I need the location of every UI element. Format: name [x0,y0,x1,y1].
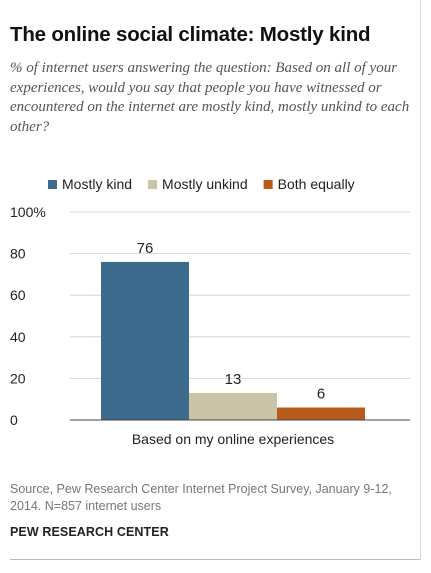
data-label-1: 13 [225,371,242,388]
right-rule [420,0,421,560]
bar-0 [101,261,189,420]
organization-name: PEW RESEARCH CENTER [10,525,169,539]
chart-subtitle: % of internet users answering the questi… [10,60,410,135]
y-tick-label-1: 20 [10,370,26,386]
bottom-rule [10,559,420,560]
bar-1 [189,392,277,420]
legend-label-1: Mostly unkind [162,176,248,192]
legend-swatch-1 [148,180,158,189]
y-tick-label-3: 60 [10,287,26,303]
legend-label-2: Both equally [278,176,355,192]
source-note: Source, Pew Research Center Internet Pro… [10,482,392,513]
data-label-2: 6 [317,386,325,403]
x-category-label-0: Based on my online experiences [132,431,334,447]
y-tick-label-4: 80 [10,246,26,262]
y-tick-label-2: 40 [10,329,26,345]
bar-2 [277,407,365,420]
y-tick-label-5: 100% [10,204,46,220]
legend-swatch-2 [263,180,273,189]
legend-swatch-0 [48,180,57,189]
legend-label-0: Mostly kind [62,176,132,192]
y-tick-label-0: 0 [10,412,18,428]
data-label-0: 76 [137,240,154,257]
bar-chart: Mostly kind Mostly unkind Both equally 0 20 4… [10,176,410,447]
chart-title: The online social climate: Mostly kind [10,23,371,46]
